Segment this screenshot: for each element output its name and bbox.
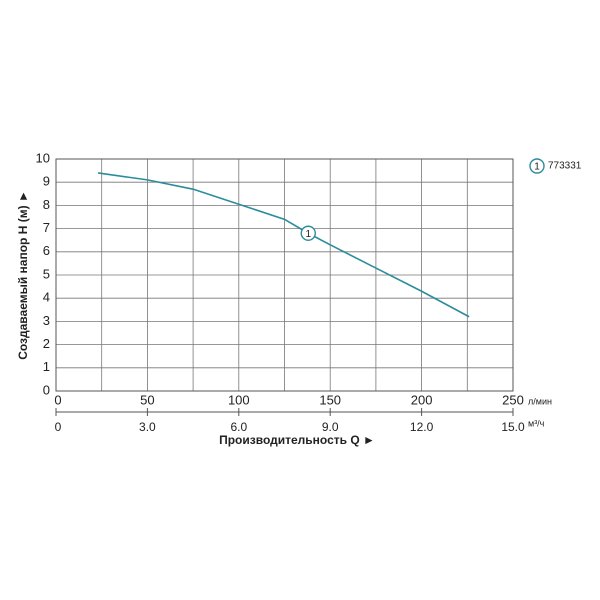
- x-tick-label: 0: [54, 392, 61, 407]
- x-tick-label: 100: [228, 392, 250, 407]
- y-tick-label: 7: [43, 220, 50, 235]
- y-tick-label: 2: [43, 336, 50, 351]
- x-tick-label: 200: [411, 392, 433, 407]
- x2-tick-label: 3.0: [139, 420, 156, 434]
- plot-frame: [55, 158, 514, 392]
- y-tick-label: 5: [43, 266, 50, 281]
- x2-tick-label: 0: [55, 420, 62, 434]
- x-tick-label: 50: [140, 392, 154, 407]
- y-tick-label: 4: [43, 290, 50, 305]
- x2-tick-label: 9.0: [322, 420, 339, 434]
- x-unit: л/мин: [528, 396, 552, 406]
- x2-tick-label: 6.0: [230, 420, 247, 434]
- legend-label: 773331: [548, 161, 582, 172]
- y-tick-label: 9: [43, 174, 50, 189]
- y-axis-label: Создаваемый напор H (м) ►: [16, 190, 30, 360]
- legend-marker: [529, 158, 545, 174]
- x2-unit: м³/ч: [528, 418, 545, 428]
- curve: [97, 172, 470, 318]
- legend-marker-label: 1: [534, 162, 540, 173]
- curve-marker: [300, 225, 316, 241]
- y-tick-label: 1: [43, 359, 50, 374]
- y-tick-label: 0: [43, 382, 50, 397]
- x2-tick-label: 15.0: [501, 420, 525, 434]
- x-axis-label: Производительность Q ►: [219, 433, 375, 447]
- x-tick-label: 250: [502, 392, 524, 407]
- y-tick-label: 3: [43, 313, 50, 328]
- y-tick-label: 10: [36, 150, 50, 165]
- x-tick-label: 150: [319, 392, 341, 407]
- x2-tick-label: 12.0: [410, 420, 434, 434]
- y-tick-label: 8: [43, 197, 50, 212]
- curve-marker-label: 1: [305, 229, 311, 240]
- y-tick-label: 6: [43, 243, 50, 258]
